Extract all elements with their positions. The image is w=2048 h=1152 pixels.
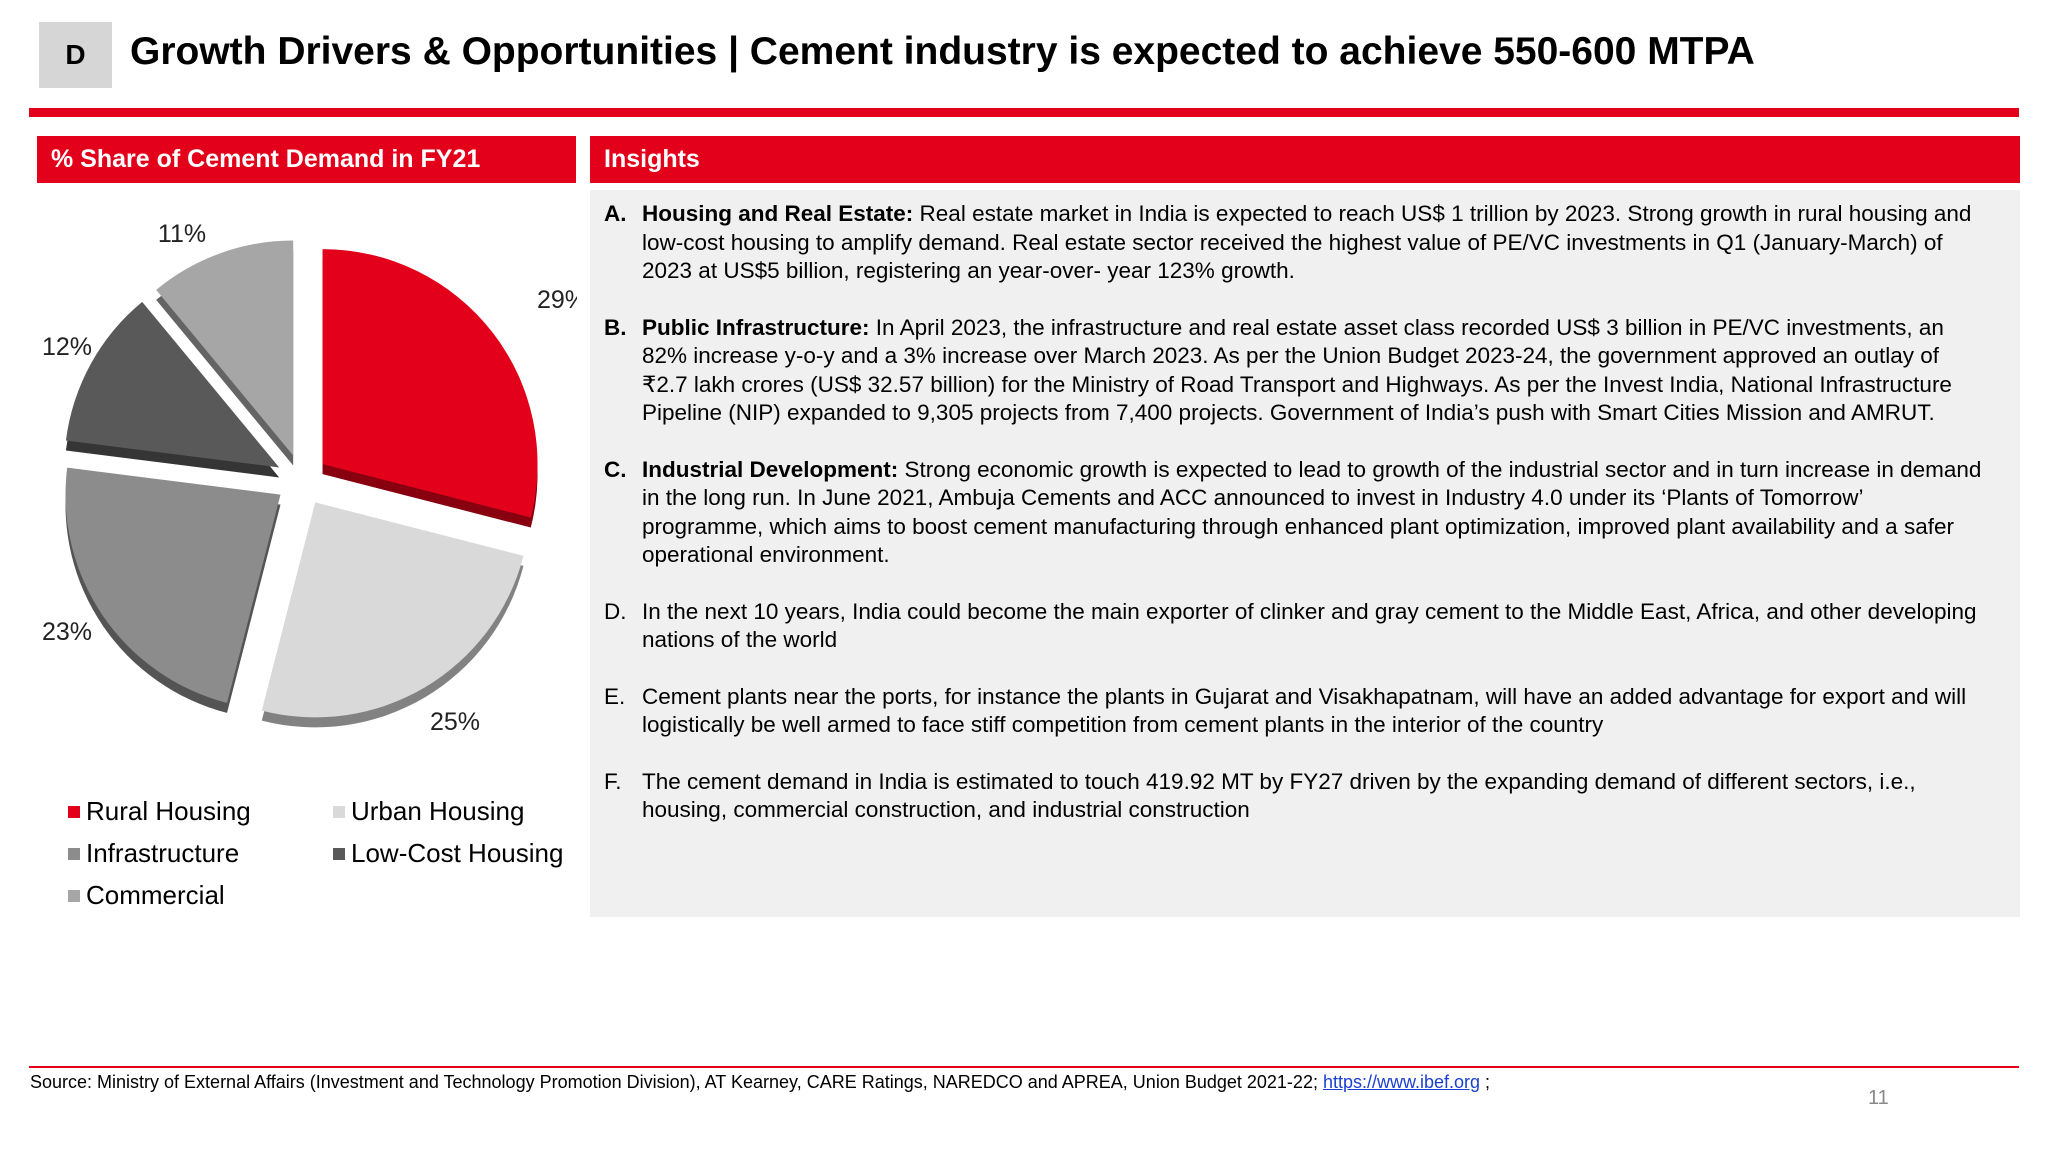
insight-text: The cement demand in India is estimated …	[642, 768, 1990, 825]
insight-item: D. In the next 10 years, India could beco…	[604, 598, 1990, 655]
pie-slice-rural-housing	[322, 249, 538, 518]
demand-share-pie-chart: 29% 25% 23% 12% 11%	[42, 220, 577, 736]
insight-letter: D.	[604, 598, 627, 624]
insights-heading: Insights	[590, 136, 2020, 183]
legend-label: Urban Housing	[351, 796, 525, 826]
legend-label: Low-Cost Housing	[351, 838, 564, 868]
legend-item: Low-Cost Housing	[333, 838, 563, 869]
legend-swatch	[68, 847, 80, 860]
insight-body: Real estate market in India is expected …	[642, 201, 1972, 283]
legend-swatch	[68, 805, 80, 818]
legend-label: Commercial	[86, 880, 225, 910]
pie-value-label: 11%	[158, 220, 206, 248]
source-note: Source: Ministry of External Affairs (In…	[30, 1072, 1490, 1093]
legend-item: Infrastructure	[68, 838, 239, 869]
insight-text: Cement plants near the ports, for instan…	[642, 683, 1990, 740]
title-divider	[29, 108, 2019, 117]
insight-title: Housing and Real Estate:	[642, 201, 914, 226]
legend-swatch	[333, 805, 345, 818]
insight-letter: C.	[604, 456, 627, 482]
insight-item: C. Industrial Development: Strong economi…	[604, 456, 1990, 570]
source-tail: ;	[1480, 1072, 1491, 1092]
pie-value-label: 29%	[537, 286, 577, 314]
legend-item: Rural Housing	[68, 796, 251, 827]
pie-slice-low-cost-housing	[65, 301, 280, 468]
chart-panel-heading: % Share of Cement Demand in FY21	[37, 136, 576, 183]
insight-body: In April 2023, the infrastructure and re…	[642, 314, 1952, 426]
insight-body: The cement demand in India is estimated …	[642, 768, 1916, 823]
insight-text: Industrial Development: Strong economic …	[642, 456, 1990, 570]
insight-item: A. Housing and Real Estate: Real estate m…	[604, 200, 1990, 286]
insight-item: B. Public Infrastructure: In April 2023, …	[604, 314, 1990, 428]
insight-item: F. The cement demand in India is estimate…	[604, 768, 1990, 825]
insight-body: In the next 10 years, India could become…	[642, 598, 1977, 653]
insight-text: In the next 10 years, India could become…	[642, 598, 1990, 655]
pie-value-label: 12%	[42, 333, 92, 361]
insights-panel: A. Housing and Real Estate: Real estate m…	[590, 190, 2020, 917]
insights-heading-text: Insights	[604, 145, 700, 173]
insight-letter: A.	[604, 201, 627, 226]
insight-text: Housing and Real Estate: Real estate mar…	[642, 200, 1990, 286]
insight-item: E. Cement plants near the ports, for inst…	[604, 683, 1990, 740]
insight-letter: B.	[604, 314, 627, 340]
insight-body: Cement plants near the ports, for instan…	[642, 683, 1967, 738]
pie-value-label: 25%	[430, 708, 480, 736]
legend-swatch	[333, 847, 345, 860]
insight-body: Strong economic growth is expected to le…	[642, 456, 1982, 568]
insight-letter: F.	[604, 768, 622, 794]
pie-slice-infrastructure	[65, 467, 281, 703]
pie-slice-commercial	[156, 240, 294, 456]
footer-divider	[29, 1066, 2019, 1068]
insight-title: Public Infrastructure:	[642, 314, 870, 340]
legend-swatch	[68, 889, 80, 902]
legend-label: Rural Housing	[86, 796, 251, 826]
legend-label: Infrastructure	[86, 838, 240, 868]
insight-letter: E.	[604, 683, 626, 709]
source-link[interactable]: https://www.ibef.org	[1322, 1072, 1481, 1092]
page-title: Growth Drivers & Opportunities | Cement …	[130, 30, 1755, 73]
insight-title: Industrial Development:	[642, 456, 899, 482]
source-text: Source: Ministry of External Affairs (In…	[30, 1072, 1323, 1092]
insight-text: Public Infrastructure: In April 2023, th…	[642, 314, 1990, 428]
legend-item: Urban Housing	[333, 796, 524, 827]
section-badge: D	[39, 22, 112, 88]
page-number: 11	[1868, 1087, 1889, 1109]
chart-panel-heading-text: % Share of Cement Demand in FY21	[51, 145, 481, 173]
pie-slice-urban-housing	[261, 502, 524, 718]
legend-item: Commercial	[68, 880, 225, 911]
pie-value-label: 23%	[42, 618, 92, 646]
